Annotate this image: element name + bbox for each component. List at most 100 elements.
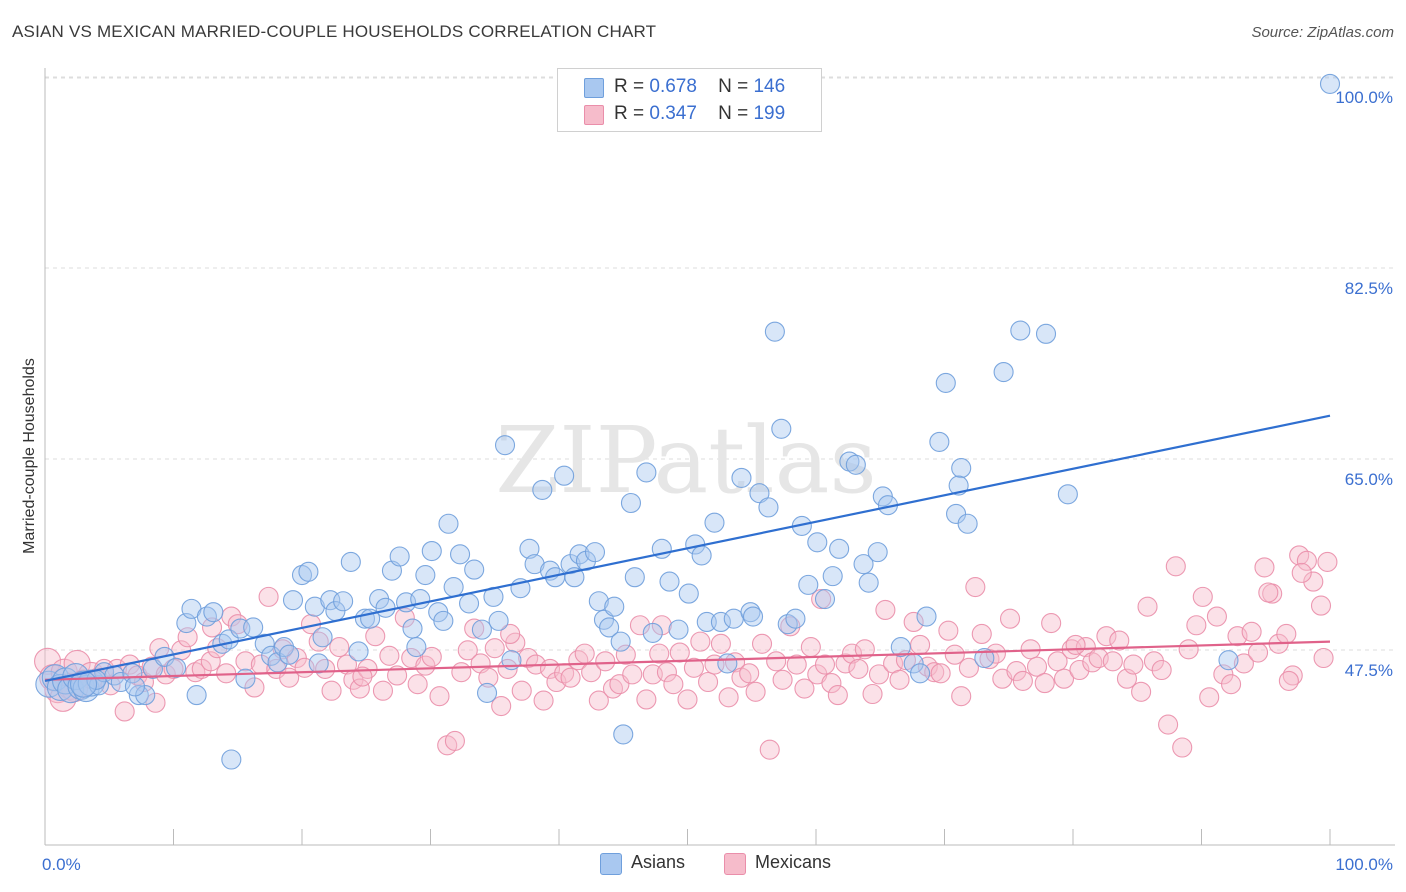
asian-point [867, 542, 888, 563]
asian-point [348, 641, 369, 662]
asian-point [554, 465, 575, 486]
asian-point [458, 593, 480, 614]
asian-point [910, 663, 931, 684]
mexican-point [429, 686, 450, 707]
mexican-point [1233, 653, 1254, 674]
mexican-point [114, 701, 135, 722]
asian-point [524, 554, 545, 575]
mexican-point [656, 662, 677, 683]
mexican-point [1192, 586, 1213, 607]
mexican-point [718, 687, 739, 708]
asians-swatch [600, 853, 622, 875]
mexican-point [739, 663, 760, 684]
asian-point [291, 564, 313, 586]
y-tick-label: 82.5% [1345, 279, 1393, 298]
asian-point [853, 554, 874, 575]
mexican-point [34, 647, 62, 675]
asian-point [532, 479, 553, 500]
mexican-point [862, 683, 883, 705]
mexican-point [965, 577, 986, 598]
mexican-point [772, 669, 793, 690]
mexican-point [958, 657, 979, 678]
asian-point [993, 361, 1014, 383]
trend-lines [44, 414, 1331, 682]
mexican-point [677, 689, 698, 710]
asian-point [723, 608, 744, 629]
asian-point [974, 647, 995, 669]
asian-point [636, 462, 657, 483]
mexican-point [944, 644, 965, 665]
mexican-point [1241, 621, 1262, 642]
mexican-point [985, 643, 1006, 664]
mexican-point [629, 615, 651, 636]
asian-point [957, 513, 978, 534]
mexican-point [500, 623, 521, 645]
mexican-point [724, 652, 746, 673]
mexican-point [1313, 647, 1334, 669]
asian-point [785, 608, 806, 629]
mexican-point [910, 634, 931, 655]
correlation-legend: R = 0.678 N = 146 R = 0.347 N = 199 [557, 68, 822, 132]
mexican-point [800, 637, 821, 658]
asian-point [764, 321, 785, 342]
mexican-point [835, 653, 856, 674]
asian-point [1010, 320, 1031, 341]
asian-point [243, 617, 264, 638]
mexican-point [1172, 737, 1193, 758]
asian-point [254, 633, 275, 654]
asian-point [375, 597, 396, 618]
asian-point [389, 546, 410, 567]
asian-point [464, 559, 485, 580]
mexican-point [1006, 661, 1027, 682]
asian-point [588, 591, 609, 612]
asian-point [659, 571, 680, 592]
asian-point [438, 513, 459, 534]
chart-title: ASIAN VS MEXICAN MARRIED-COUPLE HOUSEHOL… [12, 22, 657, 41]
asian-point [88, 675, 110, 696]
mexican-point [185, 662, 206, 683]
asian-points [35, 73, 1341, 770]
mexican-point [444, 730, 465, 751]
asian-point [599, 617, 620, 638]
asian-r-value: 0.678 [649, 76, 697, 97]
asian-point [717, 653, 738, 674]
mexican-point [1199, 687, 1220, 708]
mexican-point [745, 681, 766, 702]
mexican-point [1137, 596, 1158, 617]
asian-point [758, 497, 779, 518]
y-tick-label: 47.5% [1345, 661, 1393, 680]
mexican-point [751, 633, 773, 654]
mexican-point [1282, 665, 1303, 686]
asian-point [620, 492, 642, 514]
asian-point [951, 458, 972, 479]
asian-point [312, 627, 333, 648]
asian-point [814, 589, 836, 610]
mexican-swatch [584, 105, 604, 125]
mexican-point [407, 674, 428, 695]
gridlines [45, 76, 1395, 651]
asian-point [1057, 484, 1078, 505]
asian-point [929, 431, 950, 452]
mexican-point [202, 617, 223, 638]
mexican-point [177, 627, 198, 648]
asian-point [935, 372, 956, 394]
mexican-point [1206, 606, 1227, 627]
mexican-point [235, 651, 256, 672]
mexican-point [1065, 634, 1086, 655]
asian-point [890, 637, 911, 658]
mexican-trend-line [44, 640, 1331, 681]
mexican-point [1317, 551, 1338, 572]
asian-point [1035, 323, 1057, 344]
y-tick-label: 65.0% [1345, 470, 1393, 489]
mexican-point [1310, 595, 1332, 616]
mexican-point [464, 618, 485, 639]
asian-point [624, 567, 645, 588]
mexican-point [821, 673, 842, 694]
mexican-point [690, 631, 711, 652]
mexican-point [1012, 670, 1033, 691]
mexican-point [258, 586, 279, 607]
asian-point [668, 619, 689, 640]
mexican-point [1075, 637, 1096, 658]
asian-swatch [584, 78, 604, 98]
asian-point [696, 611, 717, 633]
